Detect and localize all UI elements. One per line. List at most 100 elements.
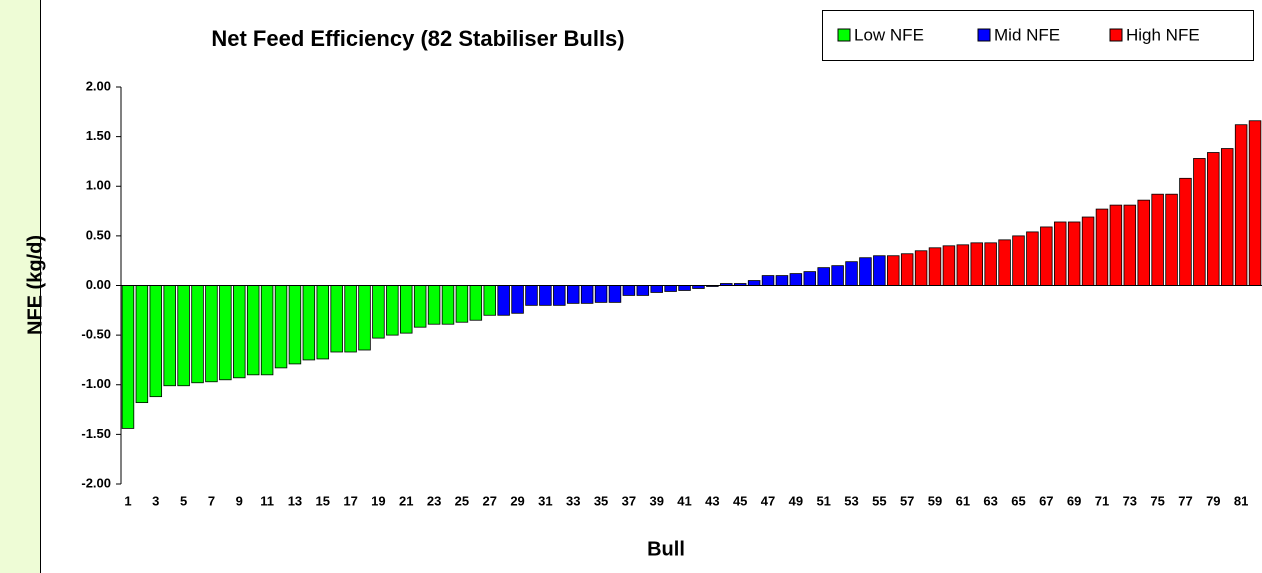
bar [288, 285, 302, 365]
bar [525, 285, 538, 306]
y-tick-label: -2.00 [81, 475, 111, 490]
x-tick-label: 11 [260, 493, 274, 508]
legend-label: Low NFE [854, 25, 924, 44]
x-tick-label: 27 [483, 493, 497, 508]
x-tick-label: 21 [399, 493, 413, 508]
bar [372, 285, 385, 339]
y-tick-label: 1.50 [86, 128, 111, 143]
bar [1123, 204, 1137, 286]
x-tick-label: 15 [316, 493, 330, 508]
x-tick-label: 19 [371, 493, 385, 508]
bar [622, 285, 636, 296]
bar [455, 285, 469, 323]
bar [678, 285, 691, 291]
y-tick-label: -0.50 [81, 327, 111, 342]
y-tick-label: 1.00 [86, 178, 111, 193]
bar [205, 285, 218, 383]
legend-swatch [1109, 28, 1123, 42]
bar [469, 285, 483, 321]
bar [163, 285, 176, 387]
bar [483, 285, 496, 316]
x-tick-label: 17 [343, 493, 357, 508]
x-axis-label: Bull [647, 538, 685, 560]
bar [887, 255, 900, 286]
x-tick-label: 9 [236, 493, 243, 508]
x-tick-label: 13 [288, 493, 302, 508]
bar [914, 250, 928, 286]
bar [775, 275, 789, 286]
x-tick-label: 53 [844, 493, 858, 508]
bar [553, 285, 566, 306]
x-tick-label: 63 [983, 493, 997, 508]
x-tick-label: 33 [566, 493, 580, 508]
bar [260, 285, 274, 376]
bar [219, 285, 232, 381]
legend-label: High NFE [1126, 25, 1200, 44]
legend-label: Mid NFE [994, 25, 1060, 44]
bar [191, 285, 204, 384]
y-tick-label: 0.50 [86, 227, 111, 242]
x-tick-label: 41 [677, 493, 691, 508]
bar [344, 285, 357, 353]
x-tick-label: 3 [152, 493, 159, 508]
x-tick-label: 57 [900, 493, 914, 508]
bar [1012, 235, 1025, 286]
x-tick-label: 1 [124, 493, 131, 508]
bar [539, 285, 552, 306]
bar [177, 285, 190, 387]
x-tick-label: 25 [455, 493, 469, 508]
bar [747, 280, 761, 286]
y-tick-label: -1.00 [81, 376, 111, 391]
x-tick-label: 49 [789, 493, 803, 508]
bar [984, 242, 997, 286]
bar [831, 265, 844, 286]
x-tick-label: 81 [1234, 493, 1248, 508]
bar [970, 242, 983, 286]
bar [859, 257, 872, 286]
legend-swatch [837, 28, 851, 42]
bar [761, 275, 775, 286]
bar [803, 271, 817, 286]
bar [1040, 226, 1053, 286]
legend-swatch [977, 28, 991, 42]
bar [441, 285, 455, 325]
bar [664, 285, 677, 292]
bar [845, 261, 858, 286]
bar [511, 285, 524, 314]
x-tick-label: 59 [928, 493, 942, 508]
x-tick-label: 39 [649, 493, 663, 508]
x-tick-label: 55 [872, 493, 886, 508]
x-tick-label: 51 [816, 493, 830, 508]
bar [1095, 208, 1109, 286]
bar [650, 285, 663, 293]
x-tick-label: 71 [1095, 493, 1109, 508]
bar [1234, 124, 1248, 286]
bar [998, 239, 1011, 286]
bar [1137, 199, 1150, 286]
side-strip [0, 0, 40, 573]
x-tick-label: 69 [1067, 493, 1081, 508]
bar [427, 285, 441, 325]
bar [594, 285, 608, 303]
x-tick-label: 31 [538, 493, 552, 508]
bar [1179, 177, 1192, 286]
legend-box [822, 10, 1254, 61]
x-tick-label: 73 [1123, 493, 1137, 508]
x-tick-label: 43 [705, 493, 719, 508]
x-tick-label: 23 [427, 493, 441, 508]
bar [330, 285, 343, 353]
x-tick-label: 77 [1178, 493, 1192, 508]
x-tick-label: 79 [1206, 493, 1220, 508]
bar [121, 285, 135, 429]
bar [1207, 152, 1220, 286]
x-tick-label: 75 [1150, 493, 1164, 508]
x-tick-label: 7 [208, 493, 215, 508]
x-tick-label: 61 [956, 493, 970, 508]
bar [149, 285, 163, 398]
chart-title: Net Feed Efficiency (82 Stabiliser Bulls… [211, 26, 624, 51]
x-tick-label: 37 [622, 493, 636, 508]
x-tick-label: 45 [733, 493, 747, 508]
bar [1081, 216, 1095, 286]
x-tick-label: 5 [180, 493, 187, 508]
